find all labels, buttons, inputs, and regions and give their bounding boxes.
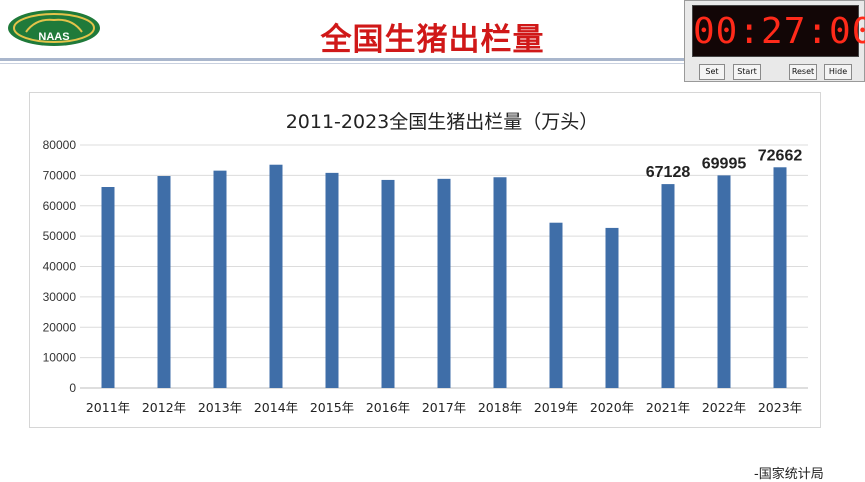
y-tick-label: 10000 [43,351,77,365]
x-tick-label: 2018年 [478,400,522,415]
slide-title: 全国生猪出栏量 [320,22,545,58]
bar [717,175,731,388]
timer-display: 00:27:00 [692,5,865,57]
source-note: -国家统计局 [754,467,824,482]
header-divider-thin [0,63,685,64]
bar [437,178,451,388]
chart-title: 2011-2023全国生猪出栏量（万头） [286,111,599,133]
y-tick-label: 0 [69,381,76,395]
timer-hide-button[interactable]: Hide [824,64,852,80]
y-tick-label: 40000 [43,260,77,274]
bar [101,187,115,388]
timer-reset-button[interactable]: Reset [789,64,817,80]
data-label: 67128 [646,164,691,181]
y-tick-label: 80000 [43,138,77,152]
x-tick-label: 2020年 [590,400,634,415]
bar [157,176,171,388]
y-tick-label: 50000 [43,229,77,243]
x-tick-label: 2014年 [254,400,298,415]
x-tick-label: 2015年 [310,400,354,415]
header-divider [0,58,685,61]
x-tick-label: 2023年 [758,400,802,415]
y-tick-label: 60000 [43,199,77,213]
bar [381,179,395,388]
data-label: 72662 [758,147,803,164]
x-tick-label: 2019年 [534,400,578,415]
x-tick-label: 2011年 [86,400,130,415]
x-tick-label: 2022年 [702,400,746,415]
bar [773,167,787,388]
timer-set-button[interactable]: Set [699,64,725,80]
bar [661,184,675,388]
x-tick-label: 2016年 [366,400,410,415]
data-label: 69995 [702,155,747,172]
countdown-timer: 00:27:00 Set Start Reset Hide [684,0,865,82]
x-tick-label: 2013年 [198,400,242,415]
naas-logo: NAAS [8,10,100,46]
bar [605,227,619,388]
y-tick-label: 20000 [43,320,77,334]
x-tick-label: 2021年 [646,400,690,415]
y-tick-label: 30000 [43,290,77,304]
bar [213,170,227,388]
bar [325,172,339,388]
logo-text: NAAS [38,31,69,43]
y-tick-label: 70000 [43,168,77,182]
timer-start-button[interactable]: Start [733,64,761,80]
bar [493,177,507,388]
bar [549,222,563,388]
bar [269,164,283,388]
x-tick-label: 2012年 [142,400,186,415]
x-tick-label: 2017年 [422,400,466,415]
